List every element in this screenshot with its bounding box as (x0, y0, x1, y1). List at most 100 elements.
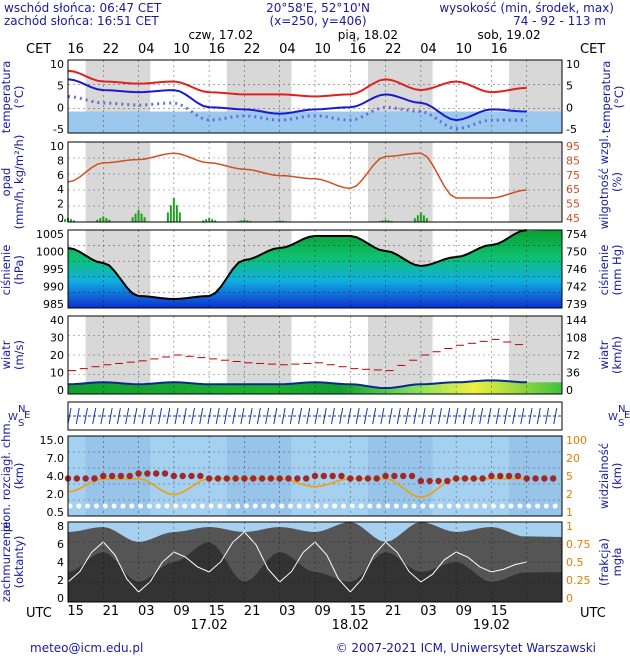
cloud-base-dot (488, 472, 495, 480)
y-tick-right: 72 (566, 349, 580, 362)
elevation-values: 74 - 92 - 113 m (513, 14, 606, 28)
y-tick-left: 0 (57, 592, 64, 605)
wind-arrow (75, 407, 80, 425)
y-tick-right: 108 (566, 332, 587, 345)
fog-dot (455, 503, 461, 509)
top-hour-labels: 16 22 04 10 16 22 04 10 16 22 04 10 16 (67, 42, 507, 57)
bottom-tz-left: UTC (26, 606, 52, 621)
wind-arrow (215, 407, 220, 425)
wind-arrow (355, 407, 360, 425)
fog-dot (199, 503, 205, 509)
y-tick-left: 6 (57, 538, 64, 551)
y-tick-right: 746 (566, 263, 587, 276)
fog-dot (191, 503, 196, 509)
fog-dot (402, 503, 408, 509)
side-labels: temperatura (°C) temperatura (°C)opad (mm/h,… (0, 61, 630, 603)
cloud-left-label-line: zachmurzenie (0, 522, 13, 603)
fog-dot (93, 503, 99, 509)
precip-bar (422, 215, 425, 222)
y-tick-right: 750 (566, 246, 587, 259)
bottom-hour-label: 21 (103, 604, 120, 619)
cloud-base-dot (532, 475, 539, 482)
bottom-hour-label: 15 (67, 604, 84, 619)
precip-bar (70, 219, 72, 222)
precip-bar (134, 213, 137, 222)
temp-right-label-line: temperatura (599, 61, 613, 134)
y-tick-left: 15.0 (40, 434, 65, 447)
fog-dot (182, 503, 188, 509)
cloud-base-dot (188, 472, 195, 480)
fog-dot (235, 503, 241, 509)
compass-letter-right: N (618, 404, 625, 415)
wind-arrow (520, 407, 525, 425)
y-tick-left: 30 (50, 332, 64, 345)
footer-email[interactable]: meteo@icm.edu.pl (30, 641, 143, 655)
temp-min-line (67, 95, 527, 131)
pressure-area (68, 230, 562, 308)
y-tick-right: 0 (566, 592, 573, 605)
y-tick-left: 4.0 (47, 470, 65, 483)
wind-arrow (470, 407, 475, 425)
fog-dot (146, 503, 152, 509)
cloud-base-dot (541, 475, 548, 482)
y-tick-left: 4 (57, 556, 64, 569)
bottom-hour-labels: 15 21 03 09 15 21 03 09 15 21 03 09 15 (67, 604, 507, 619)
y-tick-right: 45 (566, 212, 580, 225)
cloud-base-dot (523, 475, 530, 482)
bottom-hour-label: 15 (491, 604, 508, 619)
fog-dot (323, 503, 329, 509)
y-tick-right: 0 (566, 384, 573, 397)
precip-bar (102, 216, 105, 222)
cloud-base-dot (444, 477, 451, 485)
fog-dot (288, 503, 294, 509)
y-tick-left: 8 (57, 154, 64, 167)
footer-copyright: © 2007-2021 ICM, Uniwersytet Warszawski (336, 641, 596, 655)
top-hour-label: 10 (173, 42, 190, 57)
precip-right-label-line: wilgotność wzgl. (597, 135, 611, 230)
fog-dot (279, 503, 285, 509)
grid-text: (x=250, y=406) (269, 14, 366, 28)
cloud-base-dot (497, 472, 504, 480)
precip-bar (387, 220, 390, 222)
top-day-label: sob, 19.02 (477, 28, 540, 42)
panels: 1050-51050-51086420958575655545100510009… (36, 58, 591, 605)
y-tick-left: 995 (43, 263, 64, 276)
fog-dot (490, 503, 496, 509)
fog-dot (314, 503, 320, 509)
cloud-base-dot (452, 475, 460, 482)
y-tick-left: 20 (50, 349, 64, 362)
press-left-label-line: ciśnienie (0, 245, 13, 296)
top-hour-label: 04 (138, 42, 155, 57)
y-tick-left: 0 (57, 101, 64, 114)
bottom-date-label: 19.02 (473, 618, 510, 633)
fog-dot (138, 503, 144, 509)
precip-bar (246, 220, 249, 222)
y-tick-right: 742 (566, 281, 587, 294)
fog-dot (217, 503, 223, 509)
cloud-base-dot (347, 475, 354, 482)
below-zero-area (68, 111, 562, 133)
fog-dot (499, 503, 505, 509)
bottom-hour-label: 03 (420, 604, 437, 619)
fog-dot (464, 503, 470, 509)
wind-arrow (405, 407, 410, 425)
fog-dot (438, 503, 443, 509)
wind-arrow (199, 407, 204, 425)
panel-frame (67, 141, 563, 223)
precip-bar (214, 220, 217, 222)
y-tick-left: 8 (57, 520, 64, 533)
y-tick-right: 20 (566, 452, 580, 465)
wind-left-label-line: (m/s) (12, 340, 26, 370)
y-tick-left: 10 (50, 140, 64, 153)
cloud-base-dot (338, 472, 345, 480)
y-tick-left: 5 (57, 80, 64, 93)
precip-bar (140, 213, 143, 222)
cloud-base-dot (355, 475, 363, 482)
sunset-text: zachód słońca: 16:51 CET (4, 14, 159, 28)
cloud-base-dot (417, 477, 425, 485)
precip-bar (211, 219, 214, 222)
cloud-base-dot (108, 472, 116, 480)
y-tick-left: 0 (57, 384, 64, 397)
fog-dot (358, 503, 364, 509)
fog-dot (173, 503, 179, 509)
